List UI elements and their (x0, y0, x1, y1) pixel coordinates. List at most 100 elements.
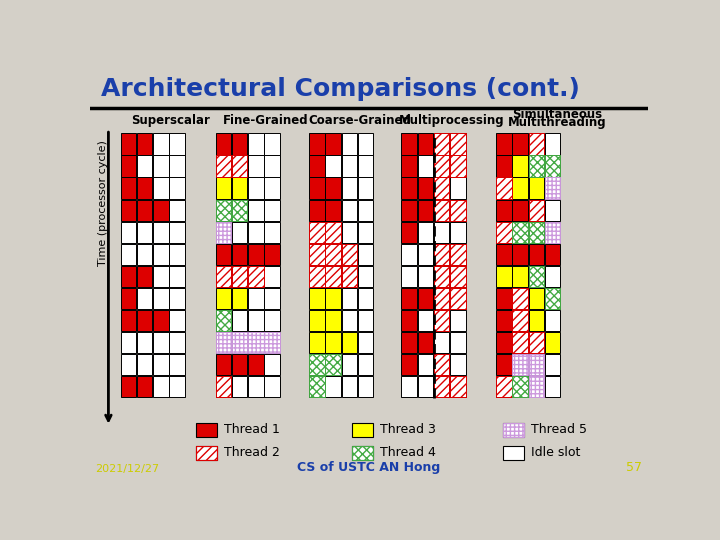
FancyBboxPatch shape (358, 266, 374, 287)
FancyBboxPatch shape (248, 156, 264, 177)
FancyBboxPatch shape (358, 156, 374, 177)
FancyBboxPatch shape (342, 199, 357, 221)
FancyBboxPatch shape (121, 178, 136, 199)
FancyBboxPatch shape (310, 156, 325, 177)
Text: Multiprocessing: Multiprocessing (399, 114, 505, 127)
FancyBboxPatch shape (169, 332, 185, 353)
FancyBboxPatch shape (401, 266, 417, 287)
FancyBboxPatch shape (433, 156, 449, 177)
Text: Time (processor cycle): Time (processor cycle) (98, 140, 108, 266)
FancyBboxPatch shape (545, 199, 560, 221)
FancyBboxPatch shape (401, 133, 417, 155)
FancyBboxPatch shape (342, 244, 357, 265)
FancyBboxPatch shape (513, 266, 528, 287)
FancyBboxPatch shape (169, 199, 185, 221)
FancyBboxPatch shape (264, 221, 280, 243)
FancyBboxPatch shape (137, 199, 153, 221)
FancyBboxPatch shape (153, 244, 168, 265)
FancyBboxPatch shape (401, 156, 417, 177)
FancyBboxPatch shape (248, 178, 264, 199)
FancyBboxPatch shape (496, 266, 512, 287)
FancyBboxPatch shape (264, 310, 280, 332)
FancyBboxPatch shape (450, 199, 466, 221)
FancyBboxPatch shape (264, 156, 280, 177)
FancyBboxPatch shape (264, 376, 280, 397)
FancyBboxPatch shape (232, 133, 248, 155)
FancyBboxPatch shape (310, 199, 325, 221)
FancyBboxPatch shape (545, 310, 560, 332)
FancyBboxPatch shape (358, 244, 374, 265)
Text: Thread 1: Thread 1 (224, 423, 280, 436)
FancyBboxPatch shape (137, 310, 153, 332)
FancyBboxPatch shape (358, 354, 374, 375)
FancyBboxPatch shape (496, 199, 512, 221)
FancyBboxPatch shape (137, 133, 153, 155)
Text: Coarse-Grained: Coarse-Grained (308, 114, 411, 127)
FancyBboxPatch shape (358, 332, 374, 353)
Text: Architectural Comparisons (cont.): Architectural Comparisons (cont.) (101, 77, 580, 102)
FancyBboxPatch shape (433, 376, 449, 397)
FancyBboxPatch shape (450, 178, 466, 199)
FancyBboxPatch shape (121, 376, 136, 397)
FancyBboxPatch shape (310, 354, 325, 375)
FancyBboxPatch shape (248, 266, 264, 287)
FancyBboxPatch shape (232, 266, 248, 287)
FancyBboxPatch shape (401, 376, 417, 397)
FancyBboxPatch shape (418, 288, 433, 309)
FancyBboxPatch shape (232, 221, 248, 243)
FancyBboxPatch shape (232, 376, 248, 397)
Text: Thread 4: Thread 4 (380, 446, 436, 459)
FancyBboxPatch shape (264, 288, 280, 309)
FancyBboxPatch shape (153, 288, 168, 309)
FancyBboxPatch shape (310, 332, 325, 353)
FancyBboxPatch shape (342, 376, 357, 397)
FancyBboxPatch shape (248, 244, 264, 265)
Text: Superscalar: Superscalar (132, 114, 210, 127)
FancyBboxPatch shape (215, 133, 231, 155)
FancyBboxPatch shape (496, 178, 512, 199)
FancyBboxPatch shape (153, 133, 168, 155)
FancyBboxPatch shape (513, 156, 528, 177)
FancyBboxPatch shape (528, 266, 544, 287)
FancyBboxPatch shape (264, 199, 280, 221)
FancyBboxPatch shape (215, 221, 231, 243)
FancyBboxPatch shape (310, 376, 325, 397)
FancyBboxPatch shape (137, 288, 153, 309)
FancyBboxPatch shape (215, 376, 231, 397)
FancyBboxPatch shape (513, 199, 528, 221)
FancyBboxPatch shape (513, 354, 528, 375)
FancyBboxPatch shape (418, 156, 433, 177)
FancyBboxPatch shape (528, 310, 544, 332)
FancyBboxPatch shape (342, 178, 357, 199)
FancyBboxPatch shape (325, 310, 341, 332)
FancyBboxPatch shape (496, 332, 512, 353)
FancyBboxPatch shape (248, 332, 264, 353)
FancyBboxPatch shape (264, 354, 280, 375)
FancyBboxPatch shape (169, 310, 185, 332)
FancyBboxPatch shape (232, 354, 248, 375)
FancyBboxPatch shape (215, 310, 231, 332)
FancyBboxPatch shape (450, 376, 466, 397)
FancyBboxPatch shape (232, 332, 248, 353)
FancyBboxPatch shape (418, 354, 433, 375)
FancyBboxPatch shape (248, 310, 264, 332)
FancyBboxPatch shape (528, 199, 544, 221)
FancyBboxPatch shape (310, 288, 325, 309)
FancyBboxPatch shape (196, 446, 217, 460)
FancyBboxPatch shape (528, 178, 544, 199)
FancyBboxPatch shape (401, 221, 417, 243)
FancyBboxPatch shape (121, 288, 136, 309)
FancyBboxPatch shape (418, 266, 433, 287)
FancyBboxPatch shape (215, 199, 231, 221)
FancyBboxPatch shape (433, 332, 449, 353)
FancyBboxPatch shape (433, 221, 449, 243)
FancyBboxPatch shape (137, 266, 153, 287)
FancyBboxPatch shape (496, 310, 512, 332)
FancyBboxPatch shape (342, 133, 357, 155)
FancyBboxPatch shape (496, 133, 512, 155)
Text: Thread 3: Thread 3 (380, 423, 436, 436)
FancyBboxPatch shape (450, 156, 466, 177)
FancyBboxPatch shape (232, 310, 248, 332)
FancyBboxPatch shape (232, 244, 248, 265)
FancyBboxPatch shape (358, 199, 374, 221)
